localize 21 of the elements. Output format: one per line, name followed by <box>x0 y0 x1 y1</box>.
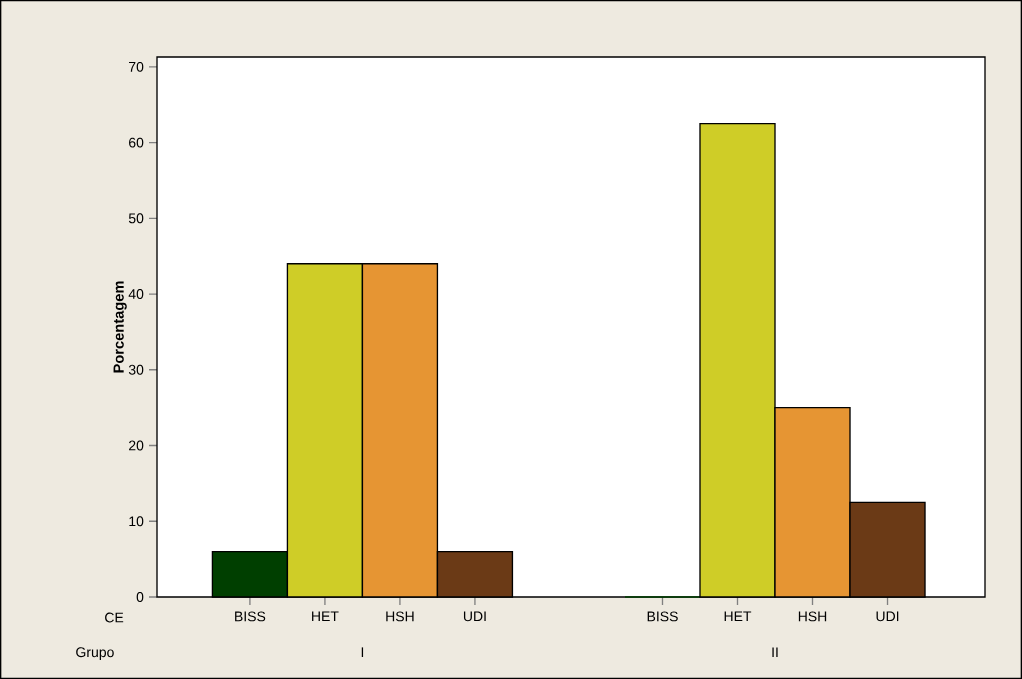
series-label: BISS <box>235 611 266 622</box>
text: HSH <box>798 611 827 622</box>
text: UDI <box>876 611 899 622</box>
text: CE <box>105 612 124 623</box>
x-tick-label: I <box>361 647 364 657</box>
y-tick-label: 20 <box>129 440 144 451</box>
series-label: UDI <box>463 611 486 622</box>
y-tick-label: 10 <box>129 516 144 527</box>
y-tick-label: 50 <box>128 213 144 224</box>
series-label: HET <box>312 611 339 622</box>
series-label: HSH <box>386 611 414 622</box>
y-tick-label: 0 <box>136 592 144 602</box>
text: HET <box>724 611 752 622</box>
y-tick-label: 60 <box>129 137 144 148</box>
x-axis-title: Grupo <box>76 647 114 660</box>
y-axis-title: Porcentagem <box>113 281 127 373</box>
x-tick-label: II <box>772 647 778 657</box>
y-tick-label: 70 <box>129 61 144 72</box>
y-tick-label: 30 <box>128 364 144 375</box>
y-tick-label: 40 <box>128 289 144 300</box>
text: BISS <box>647 611 678 622</box>
